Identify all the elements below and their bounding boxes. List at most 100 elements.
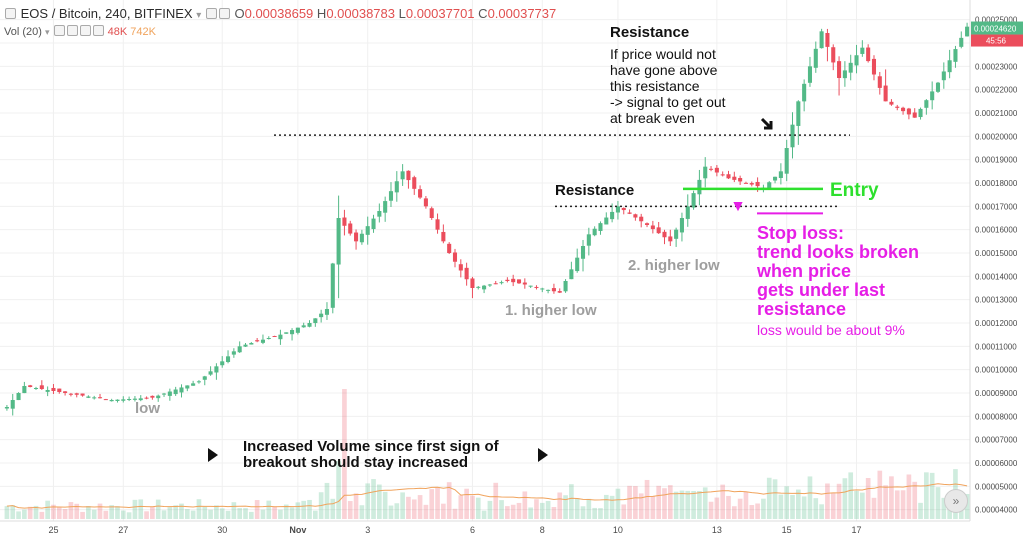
volume-bar bbox=[272, 506, 277, 519]
chevron-down-icon[interactable]: ▾ bbox=[44, 27, 50, 37]
candle-body bbox=[656, 227, 661, 234]
volume-bar bbox=[446, 482, 452, 519]
volume-bar bbox=[900, 490, 906, 519]
volume-bar bbox=[539, 502, 545, 519]
arrow-icon bbox=[760, 117, 773, 130]
volume-bar bbox=[56, 507, 62, 519]
y-tick-label: 0.00013000 bbox=[975, 296, 1018, 305]
volume-bar bbox=[860, 492, 865, 519]
volume-bar bbox=[493, 482, 499, 519]
volume-bar bbox=[842, 478, 848, 519]
scroll-to-end-button[interactable]: » bbox=[944, 489, 968, 513]
candle-body bbox=[796, 101, 801, 126]
volume-bar bbox=[16, 511, 21, 519]
candle-body bbox=[220, 361, 225, 366]
volume-bar bbox=[679, 490, 685, 519]
candle-body bbox=[633, 214, 638, 218]
annotation-line: this resistance bbox=[610, 78, 700, 94]
candle-body bbox=[57, 388, 62, 392]
candle-body bbox=[534, 286, 539, 288]
chart-header: EOS / Bitcoin, 240, BITFINEX ▾ O0.000386… bbox=[4, 6, 556, 21]
add-icon[interactable] bbox=[79, 25, 91, 36]
volume-bar bbox=[737, 498, 743, 519]
symbol-title: EOS / Bitcoin, 240, BITFINEX bbox=[20, 6, 193, 21]
candle-body bbox=[493, 283, 498, 285]
candle-body bbox=[586, 234, 591, 246]
volume-bar bbox=[667, 485, 673, 519]
volume-bar bbox=[656, 485, 661, 519]
volume-bar bbox=[313, 510, 318, 519]
collapse-icon[interactable] bbox=[5, 8, 16, 19]
y-tick-label: 0.00019000 bbox=[975, 156, 1018, 165]
eye-icon[interactable] bbox=[53, 25, 65, 36]
x-tick-label: 27 bbox=[118, 525, 128, 535]
candle-body bbox=[371, 218, 376, 230]
volume-bar bbox=[208, 509, 213, 519]
candle-body bbox=[138, 398, 143, 401]
volume-bar bbox=[877, 470, 883, 519]
volume-bar bbox=[650, 496, 656, 519]
candle-body bbox=[336, 218, 341, 265]
low-label: low bbox=[135, 400, 160, 417]
volume-bar bbox=[731, 506, 737, 519]
candle-body bbox=[284, 332, 289, 334]
y-tick-label: 0.00016000 bbox=[975, 226, 1018, 235]
entry-label: Entry bbox=[830, 180, 879, 201]
eye-icon[interactable] bbox=[218, 8, 230, 19]
volume-bar bbox=[563, 495, 568, 519]
annotation-line: gets under last bbox=[757, 280, 886, 300]
volume-bar bbox=[644, 479, 650, 519]
candle-body bbox=[784, 148, 789, 174]
y-tick-label: 0.00014000 bbox=[975, 272, 1018, 281]
candle-body bbox=[837, 61, 842, 78]
volume-bar bbox=[231, 502, 237, 519]
close-icon[interactable] bbox=[92, 25, 104, 36]
candle-body bbox=[359, 233, 364, 243]
candle-body bbox=[487, 284, 492, 286]
x-tick-label: 25 bbox=[48, 525, 58, 535]
candle-body bbox=[365, 226, 370, 235]
y-tick-label: 0.00025000 bbox=[975, 16, 1018, 25]
candle-body bbox=[703, 166, 708, 179]
volume-bar bbox=[464, 488, 469, 519]
volume-bar bbox=[627, 485, 632, 519]
volume-bar bbox=[144, 511, 149, 519]
candle-body bbox=[738, 178, 743, 182]
candle-body bbox=[185, 385, 190, 389]
candle-body bbox=[569, 269, 574, 280]
volume-bar bbox=[912, 481, 918, 519]
volume-bar bbox=[225, 510, 231, 519]
volume-bar bbox=[51, 504, 56, 519]
countdown-badge bbox=[971, 34, 1023, 47]
candle-body bbox=[237, 346, 242, 353]
candle-body bbox=[167, 391, 172, 396]
y-tick-label: 0.00006000 bbox=[975, 459, 1018, 468]
candle-body bbox=[749, 183, 754, 185]
candle-body bbox=[63, 391, 68, 393]
candle-body bbox=[965, 26, 970, 37]
volume-bar bbox=[697, 490, 702, 519]
candle-body bbox=[709, 168, 714, 170]
settings-icon[interactable] bbox=[66, 25, 78, 36]
annotation-line: If price would not bbox=[610, 46, 716, 62]
candle-body bbox=[615, 206, 620, 213]
volume-bar bbox=[33, 505, 39, 519]
price-scale bbox=[970, 0, 1024, 536]
volume-bar bbox=[132, 499, 138, 519]
volume-bar bbox=[411, 499, 417, 519]
chevron-down-icon[interactable]: ▾ bbox=[196, 10, 202, 21]
candle-body bbox=[767, 182, 772, 190]
candle-body bbox=[720, 174, 725, 176]
volume-bar bbox=[4, 506, 10, 519]
candle-body bbox=[639, 216, 644, 222]
settings-icon[interactable] bbox=[205, 8, 217, 19]
volume-bar bbox=[196, 499, 202, 519]
candle-body bbox=[319, 313, 324, 318]
volume-bar bbox=[633, 486, 638, 519]
volume-bar bbox=[569, 484, 574, 519]
last-price-badge bbox=[971, 21, 1023, 35]
candle-body bbox=[313, 318, 318, 324]
candle-body bbox=[115, 399, 120, 402]
candle-body bbox=[668, 236, 673, 242]
